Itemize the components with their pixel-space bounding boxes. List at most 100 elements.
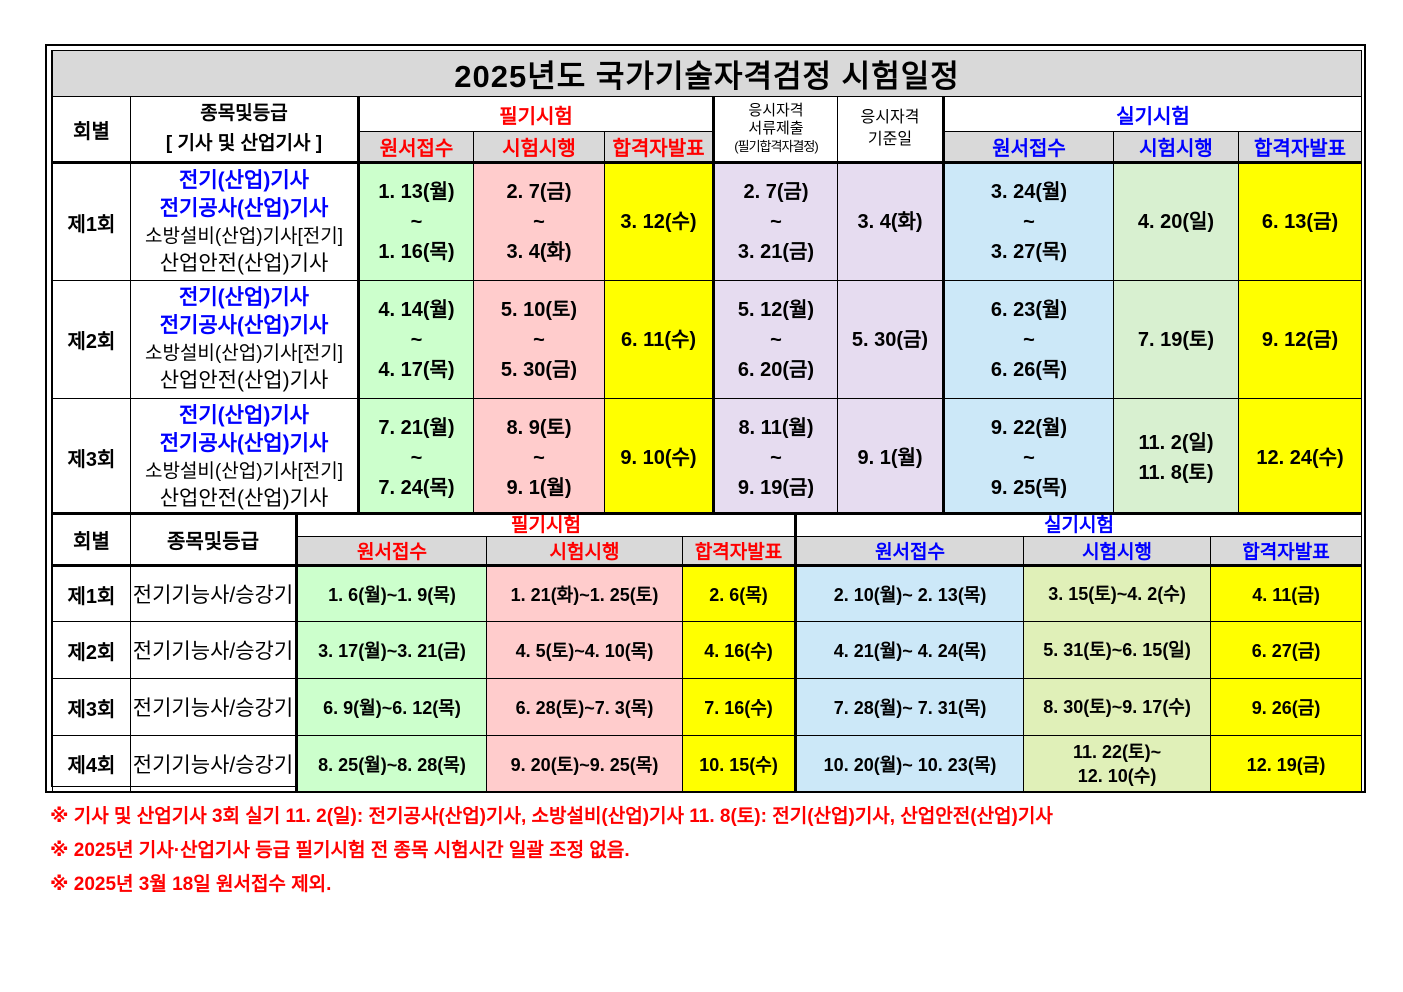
- sub-practical-result: 합격자발표: [1210, 536, 1363, 567]
- table-row: 제4회 전기기능사/승강기 8. 25(월)~8. 28(목) 9. 20(토)…: [52, 735, 1363, 792]
- date-start: 4. 14(월): [378, 298, 455, 321]
- date-end: 6. 20(금): [737, 358, 815, 381]
- date-start: 5. 10(토): [500, 298, 578, 321]
- practical-apply: 2. 10(월)~ 2. 13(목): [795, 565, 1025, 622]
- date-start: 3. 24(월): [990, 181, 1068, 203]
- practical-result: 12. 24(수): [1237, 398, 1363, 517]
- round-label: 제4회: [52, 735, 131, 792]
- date-start: 9. 22(월): [990, 416, 1068, 439]
- tilde: ~: [1023, 446, 1035, 469]
- written-apply: 6. 9(월)~6. 12(목): [296, 678, 487, 736]
- docs-submit: 5. 12(월) ~6. 20(금): [712, 280, 838, 399]
- practical-result: 9. 26(금): [1210, 678, 1363, 736]
- practical-result: 6. 13(금): [1237, 162, 1363, 281]
- docs-submit: 2. 7(금) ~3. 21(금): [712, 162, 838, 281]
- round-label: 제2회: [52, 621, 131, 679]
- sub-practical-apply: 원서접수: [795, 536, 1025, 567]
- written-result: 9. 10(수): [604, 398, 714, 517]
- tilde: ~: [1023, 211, 1035, 233]
- table-row: 제3회 전기(산업)기사 전기공사(산업)기사 소방설비(산업)기사[전기] 산…: [52, 398, 1363, 517]
- practical-result: 6. 27(금): [1210, 621, 1363, 679]
- sub-practical-apply: 원서접수: [943, 131, 1114, 164]
- base-date: 9. 1(월): [837, 398, 945, 517]
- date-start: 5. 12(월): [737, 298, 815, 321]
- date-start: 6. 23(월): [990, 298, 1068, 321]
- date-start: 8. 9(토): [506, 416, 572, 439]
- practical-apply: 3. 24(월) ~3. 27(목): [943, 162, 1114, 281]
- header-grade: 종목및등급: [130, 513, 298, 567]
- notes: ※ 기사 및 산업기사 3회 실기 11. 2(일): 전기공사(산업)기사, …: [50, 802, 1053, 904]
- written-result: 6. 11(수): [604, 280, 714, 399]
- sub-practical-exam: 시험시행: [1113, 131, 1239, 164]
- schedule-table-craftsman: 회별 종목및등급 필기시험 실기시험 원서접수 시험시행 합격자발표 원서접수 …: [52, 512, 1363, 792]
- item-electric-construction: 전기공사(산업)기사: [159, 432, 329, 455]
- round-label: 제3회: [52, 678, 131, 736]
- date-start: 2. 7(금): [506, 181, 572, 203]
- table-row: 제3회 전기기능사/승강기 6. 9(월)~6. 12(목) 6. 28(토)~…: [52, 678, 1363, 736]
- written-exam: 2. 7(금) ~3. 4(화): [473, 162, 605, 281]
- item-electric-construction: 전기공사(산업)기사: [159, 314, 329, 337]
- sub-written-apply: 원서접수: [296, 536, 487, 567]
- header-base-line1: 응시자격: [860, 109, 920, 126]
- item-electric: 전기(산업)기사: [179, 286, 309, 309]
- item-name: 전기기능사/승강기: [130, 678, 298, 736]
- date-1: 11. 22(토)~: [1072, 741, 1162, 762]
- date-start: 2. 7(금): [743, 181, 809, 203]
- item-electric: 전기(산업)기사: [179, 168, 309, 192]
- practical-exam: 4. 20(일): [1113, 162, 1239, 281]
- header-docs-line2: 서류제출: [748, 120, 804, 137]
- practical-exam: 3. 15(토)~4. 2(수): [1023, 565, 1212, 622]
- tilde: ~: [770, 446, 782, 469]
- date-end: 5. 30(금): [500, 358, 578, 381]
- date-end: 9. 25(목): [990, 476, 1068, 499]
- item-safety: 산업안전(산업)기사: [159, 251, 329, 275]
- written-result: 2. 6(목): [681, 565, 798, 622]
- header-written-exam: 필기시험: [358, 96, 714, 132]
- date-1: 5. 31(토)~6. 15(일): [1043, 640, 1191, 660]
- date-end: 7. 24(목): [378, 476, 455, 499]
- date-end: 3. 21(금): [737, 241, 815, 263]
- item-electric: 전기(산업)기사: [179, 404, 309, 427]
- date-end: 1. 16(목): [378, 241, 455, 263]
- written-apply: 7. 21(월) ~7. 24(목): [358, 398, 474, 517]
- written-apply: 1. 6(월)~1. 9(목): [296, 565, 487, 622]
- written-exam: 5. 10(토) ~5. 30(금): [473, 280, 605, 399]
- sub-written-apply: 원서접수: [358, 131, 474, 164]
- date-end: 9. 1(월): [506, 476, 572, 499]
- date-2: 11. 8(토): [1138, 461, 1214, 484]
- item-electric-construction: 전기공사(산업)기사: [159, 196, 329, 220]
- sub-written-result: 합격자발표: [604, 131, 714, 164]
- written-exam: 9. 20(토)~9. 25(목): [486, 735, 683, 792]
- header-grade: 종목및등급 [ 기사 및 산업기사 ]: [130, 96, 360, 164]
- practical-exam: 5. 31(토)~6. 15(일): [1023, 621, 1212, 679]
- tilde: ~: [410, 328, 423, 351]
- header-docs: 응시자격 서류제출 (필기합격자결정): [712, 96, 838, 164]
- date-end: 3. 27(목): [990, 241, 1068, 263]
- practical-result: 12. 19(금): [1210, 735, 1363, 792]
- practical-apply: 4. 21(월)~ 4. 24(목): [795, 621, 1025, 679]
- written-exam: 6. 28(토)~7. 3(목): [486, 678, 683, 736]
- schedule-table-engineer: 2025년도 국가기술자격검정 시험일정 회별 종목및등급 [ 기사 및 산업기…: [51, 50, 1363, 517]
- practical-exam: 7. 19(토): [1113, 280, 1239, 399]
- note-2: ※ 2025년 기사·산업기사 등급 필기시험 전 종목 시험시간 일괄 조정 …: [50, 840, 630, 861]
- sub-practical-result: 합격자발표: [1237, 131, 1363, 164]
- tilde: ~: [1023, 328, 1035, 351]
- sub-practical-exam: 시험시행: [1023, 536, 1212, 567]
- date-1: 11. 2(일): [1138, 431, 1214, 454]
- header-round: 회별: [52, 513, 131, 567]
- round-label: 제2회: [52, 280, 131, 399]
- tilde: ~: [410, 211, 423, 233]
- date-start: 8. 11(월): [738, 416, 814, 439]
- note-3: ※ 2025년 3월 18일 원서접수 제외.: [50, 874, 332, 895]
- sub-written-exam: 시험시행: [473, 131, 605, 164]
- round-label: 제1회: [52, 162, 131, 281]
- base-date: 5. 30(금): [837, 280, 945, 399]
- written-apply: 3. 17(월)~3. 21(금): [296, 621, 487, 679]
- item-list: 전기(산업)기사 전기공사(산업)기사 소방설비(산업)기사[전기] 산업안전(…: [130, 162, 360, 281]
- item-list: 전기(산업)기사 전기공사(산업)기사 소방설비(산업)기사[전기] 산업안전(…: [130, 398, 360, 517]
- note-1: ※ 기사 및 산업기사 3회 실기 11. 2(일): 전기공사(산업)기사, …: [50, 806, 1053, 827]
- written-apply: 8. 25(월)~8. 28(목): [296, 735, 487, 792]
- date-1: 3. 15(토)~4. 2(수): [1048, 584, 1186, 604]
- table-row: 제2회 전기(산업)기사 전기공사(산업)기사 소방설비(산업)기사[전기] 산…: [52, 280, 1363, 399]
- written-exam: 4. 5(토)~4. 10(목): [486, 621, 683, 679]
